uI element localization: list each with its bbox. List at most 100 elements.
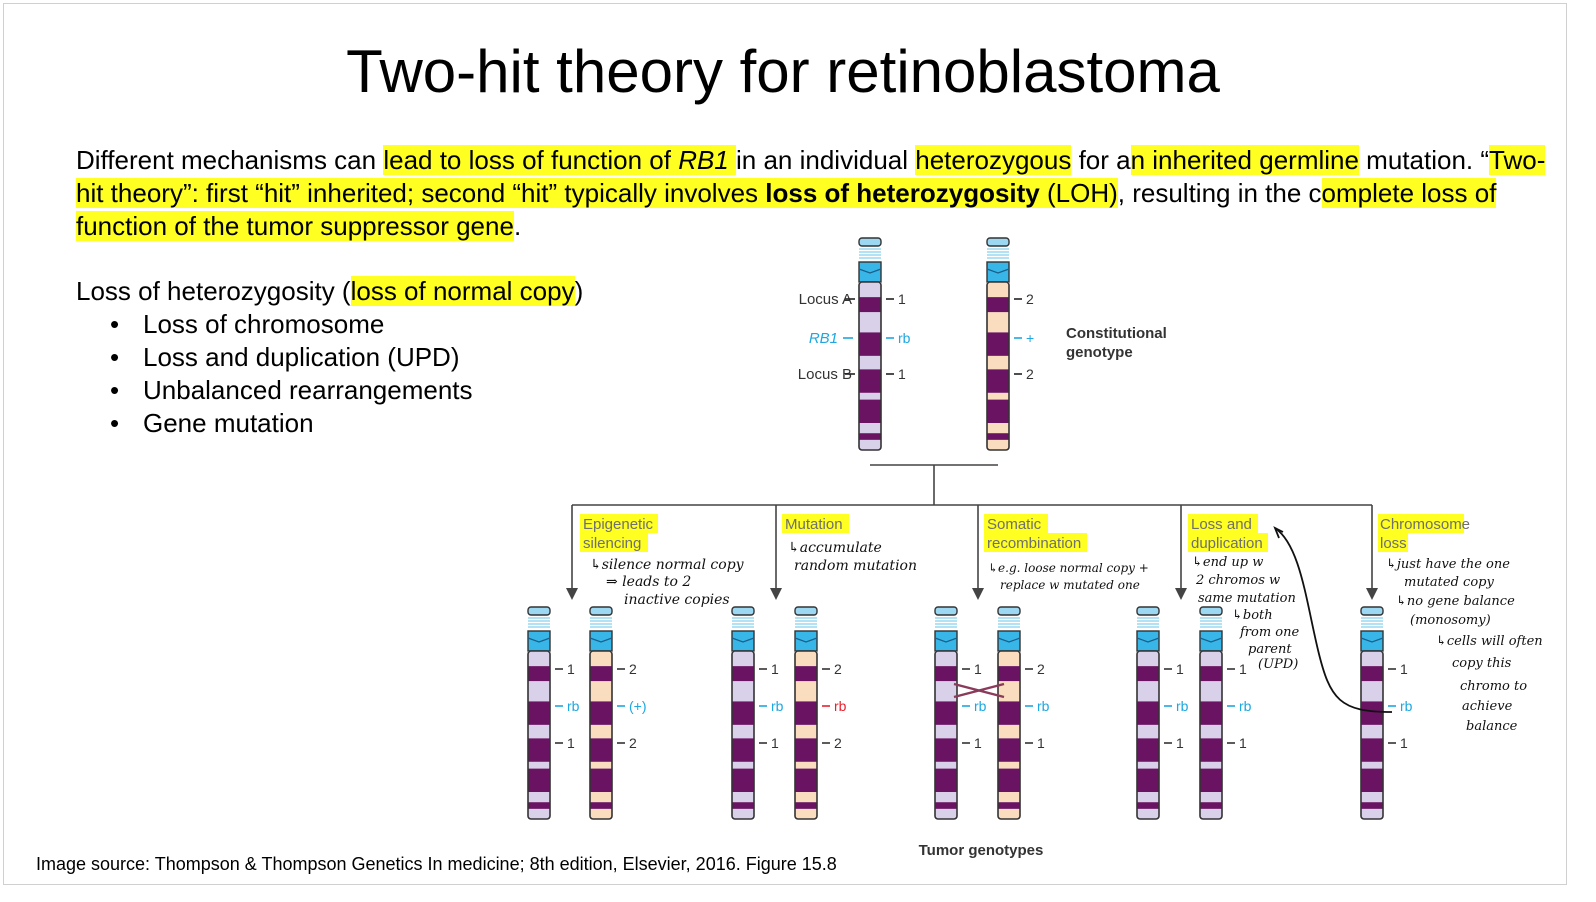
- curved-arrow-icon: [1273, 526, 1284, 539]
- tumor-mark-left-1-3: 1: [567, 735, 575, 751]
- note-chrom-loss-5: ↳cells will often: [1436, 634, 1543, 649]
- note-chrom-loss-7: chromo to: [1460, 679, 1527, 694]
- tumor-mark-right-4-3: 1: [1239, 735, 1247, 751]
- top-left-mark-3: 1: [898, 366, 906, 382]
- loh-pre: Loss of heterozygosity: [76, 276, 342, 306]
- tumor-mark-right-2-1: 2: [834, 661, 842, 677]
- loh-paren-open: (: [341, 276, 351, 306]
- note-loss-dup-7: (UPD): [1258, 657, 1298, 672]
- arrow-down-icon: [1175, 588, 1187, 600]
- tumor-mark-left-4-1: 1: [1176, 661, 1184, 677]
- branch-title-loss-dup-2: duplication: [1191, 535, 1263, 552]
- tumor-mark-left-5-3: 1: [1400, 735, 1408, 751]
- note-loss-dup-3: same mutation: [1198, 591, 1296, 606]
- intro-germline: n inherited germline: [1130, 145, 1359, 175]
- note-chrom-loss-3: ↳no gene balance: [1396, 594, 1515, 609]
- tumor-mark-left-2-3: 1: [771, 735, 779, 751]
- top-left-mark-1: 1: [898, 291, 906, 307]
- tumor-mark-left-2-1: 1: [771, 661, 779, 677]
- note-loss-dup-6: parent: [1248, 642, 1292, 657]
- tumor-mark-right-4-2: rb: [1239, 698, 1252, 714]
- branch-title-loss-dup-1: Loss and: [1191, 516, 1252, 533]
- slide-title: Two-hit theory for retinoblastoma: [346, 38, 1220, 105]
- intro-s5: in an individual: [736, 145, 916, 175]
- bullet-item: Unbalanced rearrangements: [110, 374, 473, 407]
- note-epigenetic-1: ↳silence normal copy: [590, 557, 745, 573]
- intro-s13: , resulting in the c: [1117, 178, 1322, 208]
- note-epigenetic-3: inactive copies: [624, 592, 730, 608]
- branch-title-mutation: Mutation: [785, 516, 843, 533]
- tumor-mark-left-3-2: rb: [974, 698, 987, 714]
- loh-paren-close: ): [574, 276, 584, 306]
- tumor-mark-left-2-2: rb: [771, 698, 784, 714]
- branch-tree: [571, 464, 1373, 590]
- tumor-mark-right-2-3: 2: [834, 735, 842, 751]
- top-chromosome-left: [858, 237, 882, 451]
- intro-s4: [728, 145, 736, 175]
- tumor-mark-left-3-1: 1: [974, 661, 982, 677]
- tumor-genotypes-label: Tumor genotypes: [919, 842, 1044, 859]
- tumor-chromosome-right-4: [1199, 606, 1223, 820]
- tumor-chromosome-left-5: [1360, 606, 1384, 820]
- tumor-chromosome-right-1: [589, 606, 613, 820]
- tumor-chromosome-left-2: [731, 606, 755, 820]
- locus-a-label: Locus A: [799, 291, 852, 308]
- arrow-down-icon: [566, 588, 578, 600]
- intro-rb1: RB1: [678, 145, 729, 175]
- note-loss-dup-2: 2 chromos w: [1195, 573, 1280, 588]
- branch-title-somatic-2: recombination: [987, 535, 1081, 552]
- intro-s15: .: [513, 211, 522, 241]
- note-loss-dup-1: ↳end up w: [1192, 555, 1263, 570]
- note-somatic-2: replace w mutated one: [1000, 578, 1140, 592]
- top-chromosome-right: [986, 237, 1010, 451]
- bullet-item: Loss and duplication (UPD): [110, 341, 473, 374]
- tumor-mark-left-1-2: rb: [567, 698, 580, 714]
- rb1-label: RB1: [809, 330, 838, 347]
- intro-s7: for a: [1071, 145, 1131, 175]
- tumor-mark-left-5-1: 1: [1400, 661, 1408, 677]
- tumor-mark-right-1-3: 2: [629, 735, 637, 751]
- note-chrom-loss-4: (monosomy): [1410, 613, 1491, 628]
- intro-loh-bold: loss of heterozygosity: [765, 178, 1040, 208]
- note-chrom-loss-1: ↳just have the one: [1386, 557, 1510, 572]
- image-source-caption: Image source: Thompson & Thompson Geneti…: [36, 854, 837, 874]
- loh-heading: Loss of heterozygosity (loss of normal c…: [76, 275, 583, 308]
- top-left-mark-rb: rb: [898, 330, 911, 346]
- constitutional-label-1: Constitutional: [1066, 325, 1167, 342]
- tumor-chromosome-right-3: [997, 606, 1021, 820]
- loh-highlight: loss of normal copy: [350, 276, 575, 306]
- tumor-chromosome-left-1: [527, 606, 551, 820]
- note-chrom-loss-6: copy this: [1452, 656, 1512, 671]
- tumor-mark-right-4-1: 1: [1239, 661, 1247, 677]
- crossover-x-icon: [953, 682, 1005, 699]
- note-chrom-loss-9: balance: [1466, 719, 1518, 734]
- intro-s1: Different mechanisms can: [76, 145, 384, 175]
- intro-paragraph: Different mechanisms can lead to loss of…: [76, 144, 1546, 243]
- tumor-mark-right-3-2: rb: [1037, 698, 1050, 714]
- intro-heterozygous: heterozygous: [915, 145, 1072, 175]
- tumor-chromosome-left-4: [1136, 606, 1160, 820]
- tumor-mark-labels: 1 rb 1 2 (+) 2 1 rb 1 2 rb 2 1 rb 1 2 rb 1 1 rb 1 1 rb 1 1 rb 1: [555, 661, 1413, 751]
- locus-b-label: Locus B: [798, 366, 852, 383]
- branch-title-highlights: [580, 514, 1464, 552]
- intro-s2: lead to loss of function of: [383, 145, 679, 175]
- tumor-mark-right-3-1: 2: [1037, 661, 1045, 677]
- top-right-mark-3: 2: [1026, 366, 1034, 382]
- branch-title-epigenetic-1: Epigenetic: [583, 516, 654, 533]
- bullet-item: Gene mutation: [110, 407, 473, 440]
- tumor-chromosome-left-3: [934, 606, 958, 820]
- note-loss-dup-5: from one: [1239, 625, 1300, 640]
- tumor-mark-right-2-2: rb: [834, 698, 847, 714]
- tumor-chromosome-right-2: [794, 606, 818, 820]
- branch-titles: Epigenetic silencing Mutation Somatic re…: [583, 516, 1470, 552]
- top-left-marks: 1 rb 1: [886, 291, 911, 382]
- arrow-down-icon: [770, 588, 782, 600]
- branch-title-chrom-loss-1: Chromosome: [1380, 516, 1470, 533]
- tumor-mark-right-1-1: 2: [629, 661, 637, 677]
- note-somatic-1: ↳e.g. loose normal copy +: [988, 561, 1149, 575]
- top-right-marks: 2 + 2: [1014, 291, 1034, 382]
- chromosome-group: [527, 237, 1384, 820]
- arrow-down-icon: [972, 588, 984, 600]
- bullet-item: Loss of chromosome: [110, 308, 473, 341]
